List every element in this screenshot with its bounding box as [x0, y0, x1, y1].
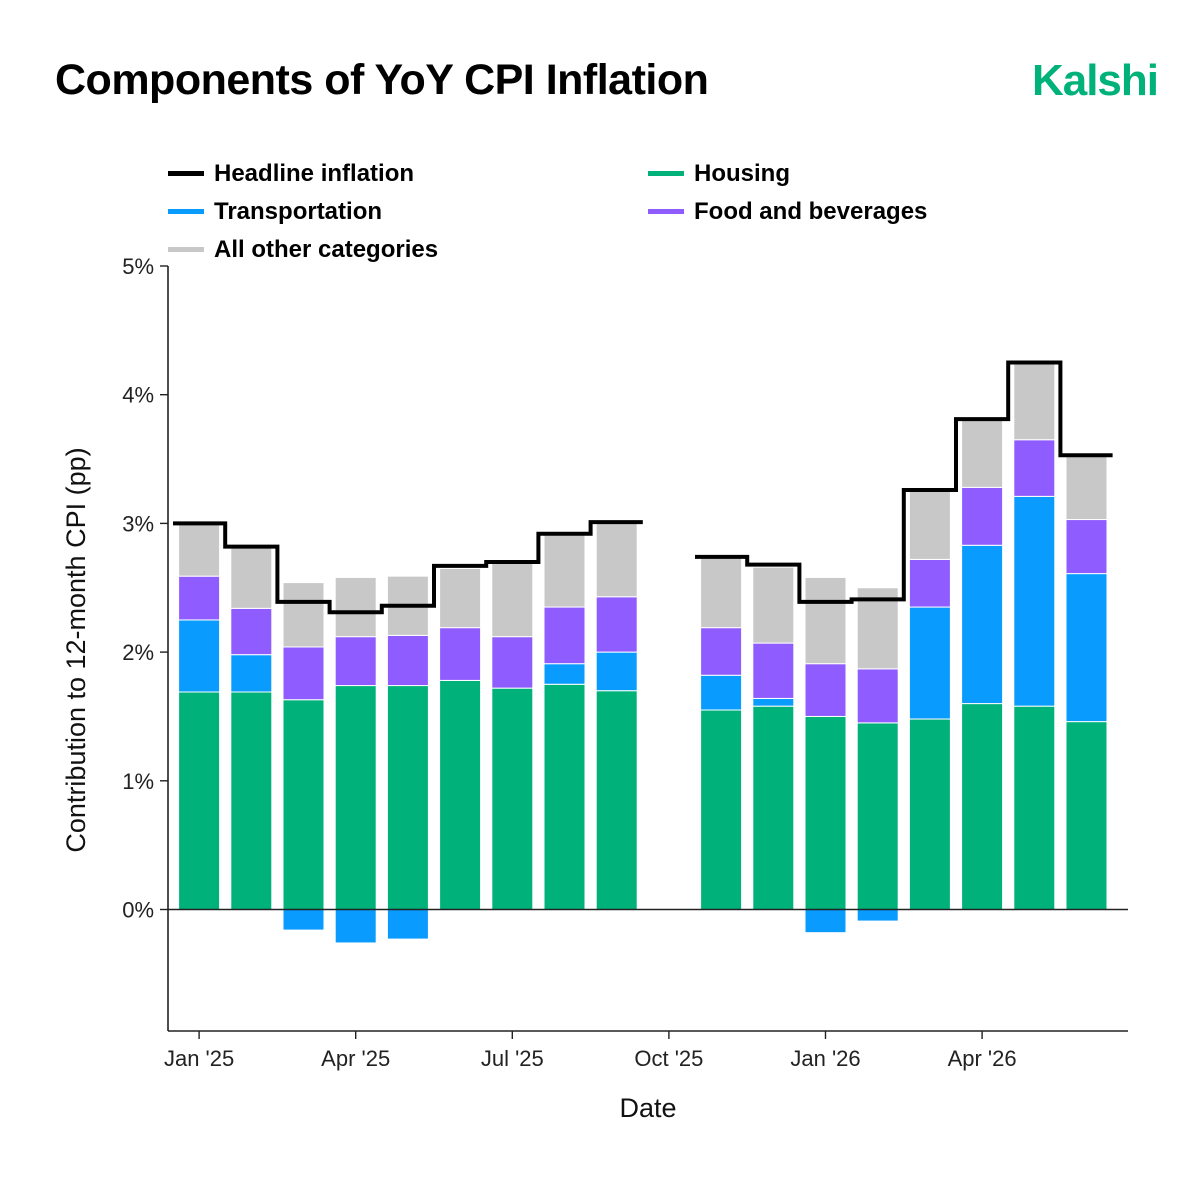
bar-segment-housing	[491, 687, 534, 910]
bar-segment-food	[178, 575, 221, 621]
bar-segment-transportation	[752, 697, 795, 707]
bar-segment-transportation	[856, 909, 899, 922]
bar-segment-housing	[334, 685, 377, 911]
x-tick-label: Oct '25	[634, 1046, 703, 1071]
bar-segment-housing	[752, 705, 795, 910]
bar-segment-housing	[439, 679, 482, 910]
bar-segment-food	[752, 642, 795, 699]
bar-segment-transportation	[595, 651, 638, 692]
x-tick-label: Apr '25	[321, 1046, 390, 1071]
bar-segment-food	[282, 646, 325, 701]
bar-segment-transportation	[386, 909, 429, 940]
bar-segment-transportation	[804, 909, 847, 934]
bar-segment-transportation	[1065, 573, 1108, 723]
bar-segment-food	[804, 663, 847, 717]
bar-segment-housing	[282, 699, 325, 910]
bar-segment-housing	[700, 709, 743, 911]
y-tick-label: 2%	[122, 640, 154, 665]
bar-segment-housing	[804, 715, 847, 911]
bar-segment-transportation	[700, 674, 743, 711]
bar-segment-food	[595, 596, 638, 653]
bar-segment-food	[230, 607, 273, 656]
bar-segment-housing	[908, 718, 951, 910]
brand-logo: Kalshi	[1031, 56, 1159, 105]
bar-segment-food	[856, 668, 899, 724]
legend-swatch	[168, 209, 204, 214]
legend-label: All other categories	[214, 236, 438, 263]
axes: 0% 1% 2% 3% 4% 5% Jan '25 Apr '25 Jul '25 Oct '25…	[61, 254, 1128, 1123]
bar-segment-other	[804, 576, 847, 665]
bar-segment-food	[334, 636, 377, 687]
bars-group	[178, 363, 1108, 944]
bar-segment-housing	[961, 703, 1004, 911]
bar-segment-other	[1065, 454, 1108, 521]
y-tick-label: 0%	[122, 898, 154, 923]
bar-segment-housing	[543, 683, 586, 911]
bar-segment-other	[178, 522, 221, 577]
bar-segment-housing	[178, 691, 221, 911]
legend-label: Food and beverages	[694, 198, 927, 225]
bar-segment-transportation	[543, 663, 586, 685]
bar-segment-other	[282, 582, 325, 648]
bar-segment-food	[386, 634, 429, 687]
bar-segment-food	[543, 606, 586, 665]
bar-segment-transportation	[178, 619, 221, 693]
bar-segment-food	[700, 627, 743, 676]
bar-segment-housing	[856, 722, 899, 911]
x-tick-label: Jan '26	[790, 1046, 860, 1071]
legend-swatch	[168, 247, 204, 252]
x-axis-title: Date	[619, 1093, 676, 1123]
y-axis-title: Contribution to 12-month CPI (pp)	[61, 447, 91, 852]
bar-segment-other	[595, 521, 638, 598]
headline-inflation-line	[695, 360, 1113, 604]
bar-segment-food	[439, 627, 482, 681]
bar-segment-food	[1013, 439, 1056, 497]
legend: Headline inflation Housing Transportation F…	[168, 160, 927, 263]
bar-segment-food	[1065, 519, 1108, 575]
bar-segment-housing	[386, 685, 429, 911]
bar-segment-food	[908, 558, 951, 608]
bar-segment-other	[439, 567, 482, 629]
headline-group	[173, 360, 1113, 615]
bar-segment-transportation	[230, 654, 273, 693]
bar-segment-housing	[595, 690, 638, 911]
legend-swatch	[648, 171, 684, 176]
bar-segment-other	[230, 546, 273, 609]
bar-segment-housing	[1065, 721, 1108, 911]
y-tick-label: 1%	[122, 769, 154, 794]
bar-segment-other	[961, 419, 1004, 488]
bar-segment-other	[543, 534, 586, 608]
bar-segment-housing	[230, 691, 273, 911]
bar-segment-other	[334, 576, 377, 638]
legend-label: Headline inflation	[214, 160, 414, 187]
bar-segment-transportation	[1013, 495, 1056, 707]
bar-segment-other	[908, 490, 951, 560]
bar-segment-other	[752, 566, 795, 644]
bar-segment-transportation	[282, 909, 325, 931]
x-tick-label: Jan '25	[164, 1046, 234, 1071]
y-tick-label: 4%	[122, 383, 154, 408]
bar-segment-transportation	[908, 606, 951, 720]
bar-segment-housing	[1013, 705, 1056, 910]
y-tick-label: 5%	[122, 254, 154, 279]
x-tick-label: Apr '26	[948, 1046, 1017, 1071]
bar-segment-transportation	[961, 544, 1004, 705]
bar-segment-food	[491, 636, 534, 689]
bar-segment-food	[961, 486, 1004, 546]
bar-segment-other	[700, 557, 743, 629]
legend-swatch	[648, 209, 684, 214]
headline-inflation-line	[173, 520, 643, 615]
bar-segment-other	[491, 561, 534, 638]
legend-label: Housing	[694, 160, 790, 187]
chart-title: Components of YoY CPI Inflation	[55, 56, 709, 104]
legend-swatch	[168, 171, 204, 176]
bar-segment-other	[1013, 363, 1056, 441]
bar-segment-transportation	[334, 909, 377, 944]
x-tick-label: Jul '25	[481, 1046, 544, 1071]
legend-label: Transportation	[214, 198, 382, 225]
y-tick-label: 3%	[122, 511, 154, 536]
